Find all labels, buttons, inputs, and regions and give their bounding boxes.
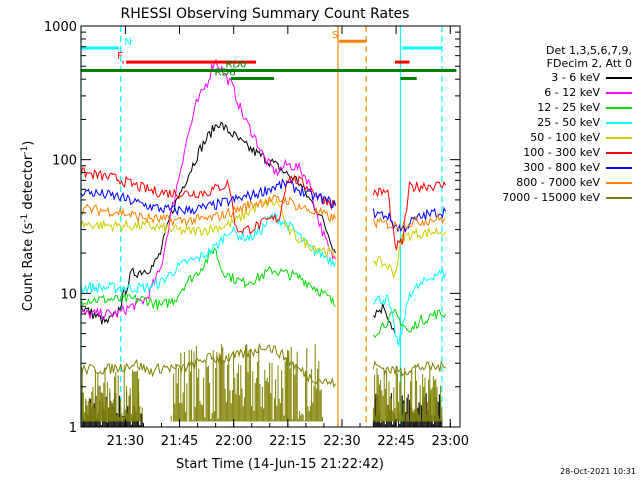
timestamp: 28-Oct-2021 10:31 [560, 467, 636, 476]
x-tick-label-1: 21:45 [161, 434, 198, 449]
spike-band-4 [372, 365, 443, 422]
legend-entry: 300 - 800 keV [470, 160, 632, 175]
legend-label: 12 - 25 keV [537, 101, 600, 114]
series-line-8-0 [80, 342, 336, 388]
legend-swatch [606, 121, 632, 124]
series-line-2-0 [80, 247, 336, 311]
flag-label-f: F [117, 51, 123, 62]
x-tick-label-0: 21:30 [107, 434, 144, 449]
y-tick-label-1: 10 [60, 287, 77, 302]
legend-swatch [606, 136, 632, 139]
legend-entries: 3 - 6 keV 6 - 12 keV 12 - 25 keV 25 - 50 ke… [470, 70, 632, 205]
x-tick-label-4: 22:30 [323, 434, 360, 449]
spike-band-2 [170, 344, 323, 422]
legend-entry: 100 - 300 keV [470, 145, 632, 160]
x-tick-label-3: 22:15 [269, 434, 306, 449]
series-line-7-0 [80, 194, 336, 228]
y-tick-label-2: 100 [52, 154, 77, 169]
series-line-3-1 [373, 267, 447, 347]
legend-swatch [606, 196, 632, 199]
legend-label: 6 - 12 keV [544, 86, 600, 99]
chart-title: RHESSI Observing Summary Count Rates [121, 6, 410, 22]
legend-label: 100 - 300 keV [523, 146, 600, 159]
legend-swatch [606, 91, 632, 94]
legend-entry: 12 - 25 keV [470, 100, 632, 115]
legend-entry: 25 - 50 keV [470, 115, 632, 130]
legend-swatch [606, 151, 632, 154]
y-axis-label: Count Rate (s-1 detector-1) [20, 141, 36, 312]
legend-label: 800 - 7000 keV [516, 176, 600, 189]
legend-swatch [606, 181, 632, 184]
y-tick-label-3: 1000 [44, 20, 77, 35]
legend-entry: 800 - 7000 keV [470, 175, 632, 190]
y-tick-label-0: 1 [69, 421, 77, 436]
legend-label: 300 - 800 keV [523, 161, 600, 174]
legend-swatch [606, 76, 632, 79]
series-line-6-1 [372, 206, 447, 234]
x-tick-label-2: 22:00 [215, 434, 252, 449]
series-line-3-0 [80, 212, 336, 295]
legend-swatch [606, 166, 632, 169]
legend-entry: 7000 - 15000 keV [470, 190, 632, 205]
series-line-7-1 [372, 212, 446, 231]
legend-label: 25 - 50 keV [537, 116, 600, 129]
series-line-5-1 [372, 180, 447, 251]
series-line-5-0 [80, 167, 336, 235]
series-line-8-1 [372, 360, 446, 377]
flag-label-n: N [124, 37, 131, 48]
series-line-2-1 [372, 308, 447, 339]
legend: Det 1,3,5,6,7,9, FDecim 2, Att 0 3 - 6 k… [470, 44, 632, 205]
series-line-0-0 [80, 121, 336, 325]
flag-label-rd0: RD0 [225, 60, 246, 71]
legend-header-1: Det 1,3,5,6,7,9, [545, 44, 632, 57]
legend-label: 7000 - 15000 keV [502, 191, 600, 204]
flag-label-s: S [332, 30, 338, 41]
x-tick-label-6: 23:00 [432, 434, 469, 449]
legend-swatch [606, 106, 632, 109]
legend-entry: 6 - 12 keV [470, 85, 632, 100]
legend-label: 3 - 6 keV [551, 71, 600, 84]
flag-label-rd6: RD6 [215, 68, 236, 79]
series-line-6-0 [80, 178, 336, 216]
series-line-0-1 [373, 303, 396, 334]
legend-label: 50 - 100 keV [530, 131, 600, 144]
x-tick-label-5: 22:45 [377, 434, 414, 449]
plot-frame [80, 25, 461, 428]
legend-entry: 50 - 100 keV [470, 130, 632, 145]
series-line-1-0 [80, 58, 336, 321]
series-line-4-1 [373, 226, 447, 280]
series-line-4-0 [80, 197, 336, 259]
x-axis-label: Start Time (14-Jun-15 21:22:42) [176, 457, 384, 472]
legend-header-2: FDecim 2, Att 0 [546, 57, 632, 70]
legend-entry: 3 - 6 keV [470, 70, 632, 85]
